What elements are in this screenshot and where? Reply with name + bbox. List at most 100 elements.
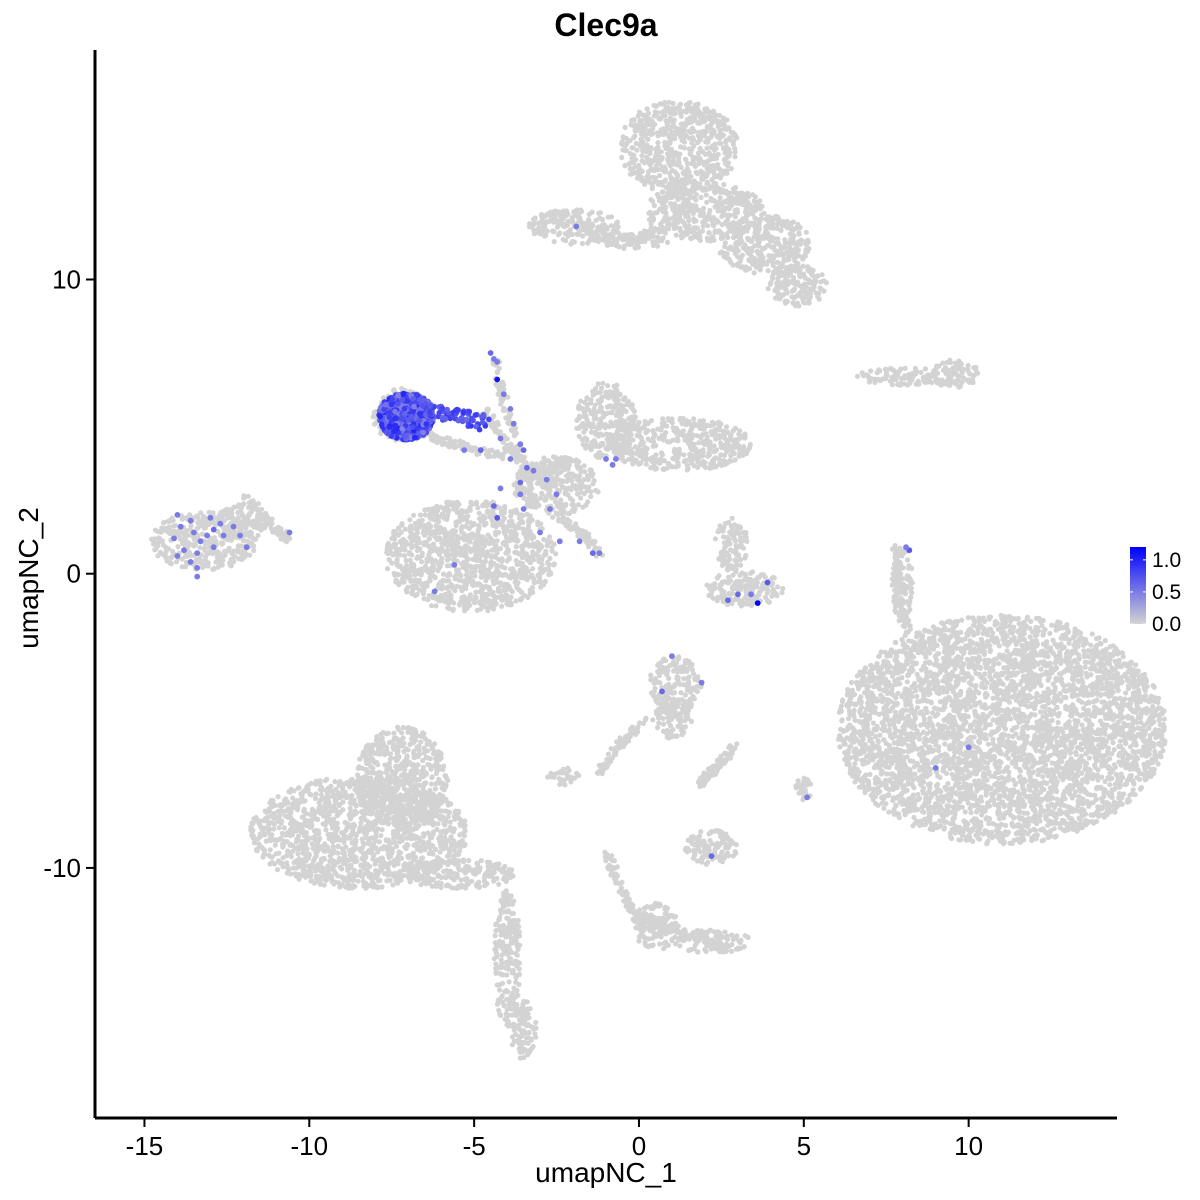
- cell-point: [1063, 635, 1069, 641]
- cell-point: [1041, 749, 1047, 755]
- cell-point: [976, 778, 982, 784]
- cell-point: [1124, 760, 1130, 766]
- cell-point: [1016, 719, 1022, 725]
- cell-point: [868, 736, 874, 742]
- background-cells: [149, 99, 1168, 1061]
- cell-point: [940, 678, 946, 684]
- cell-point: [976, 732, 983, 738]
- cell-point: [942, 645, 948, 651]
- cell-point: [974, 807, 981, 814]
- cell-point: [1024, 616, 1030, 622]
- cell-point: [1134, 719, 1140, 725]
- cell-point: [887, 771, 893, 777]
- cell-point: [1072, 640, 1078, 646]
- cell-point: [842, 741, 848, 747]
- cell-point: [1092, 665, 1098, 671]
- cell-point: [1042, 709, 1048, 715]
- cell-point: [899, 668, 905, 674]
- cell-point: [998, 624, 1004, 630]
- cell-point: [959, 617, 965, 623]
- cell-point: [1013, 697, 1019, 703]
- cell-point: [934, 642, 940, 649]
- cell-point: [1127, 766, 1133, 772]
- cell-point: [916, 736, 923, 742]
- cell-point: [946, 627, 953, 633]
- cell-point: [1088, 727, 1094, 733]
- cell-point: [997, 759, 1003, 765]
- cell-point: [1015, 748, 1022, 755]
- cell-point: [1142, 777, 1148, 783]
- cell-point: [917, 767, 923, 773]
- cell-point: [946, 756, 952, 762]
- cell-point: [951, 754, 957, 760]
- cell-point: [1021, 751, 1027, 757]
- cell-point: [1067, 750, 1073, 756]
- cell-point: [1001, 801, 1007, 808]
- cell-point: [883, 782, 889, 789]
- cell-point: [1034, 719, 1040, 725]
- cell-point: [959, 767, 965, 773]
- cell-point: [893, 810, 899, 816]
- cell-point: [867, 696, 873, 702]
- cell-point: [1040, 641, 1046, 647]
- cell-point: [990, 695, 996, 701]
- cell-point: [1016, 735, 1022, 741]
- cell-point: [1055, 619, 1061, 625]
- cell-point: [938, 789, 944, 795]
- cell-point: [1104, 812, 1110, 818]
- cell-point: [889, 705, 895, 711]
- cell-point: [969, 826, 975, 832]
- cell-point: [965, 671, 971, 677]
- cell-point: [994, 718, 1000, 724]
- cell-point: [853, 748, 860, 754]
- cell-point: [951, 732, 957, 738]
- cell-point: [1101, 738, 1107, 744]
- cell-point: [1045, 700, 1051, 706]
- cell-point: [1048, 789, 1054, 796]
- cell-point: [965, 615, 971, 621]
- cell-point: [1047, 630, 1053, 637]
- cell-point: [914, 728, 920, 734]
- cell-point: [969, 752, 975, 758]
- cell-point: [897, 734, 903, 740]
- cell-point: [1015, 795, 1021, 801]
- cell-point: [249, 833, 255, 839]
- cell-point: [901, 783, 908, 789]
- cell-point: [1065, 762, 1071, 768]
- cell-point: [1135, 725, 1141, 731]
- cell-point: [904, 754, 910, 760]
- cell-point: [1124, 781, 1130, 787]
- cell-point: [395, 880, 401, 886]
- cell-point: [1111, 762, 1117, 768]
- cell-point: [1087, 737, 1093, 743]
- cell-point: [1031, 676, 1037, 683]
- cell-point: [983, 792, 989, 798]
- cell-point: [1055, 749, 1061, 755]
- cell-point: [1005, 667, 1011, 674]
- cell-point: [881, 794, 887, 800]
- cell-point: [1080, 733, 1086, 739]
- cell-point: [964, 656, 971, 663]
- cell-point: [1117, 706, 1123, 713]
- cell-point: [897, 681, 903, 687]
- cell-point: [1058, 754, 1064, 761]
- cell-point: [1106, 734, 1112, 740]
- cell-point: [892, 733, 899, 739]
- cell-point: [900, 798, 907, 804]
- cell-point: [853, 702, 859, 708]
- cell-point: [375, 884, 382, 890]
- cell-point: [952, 808, 958, 814]
- cell-point: [1018, 625, 1024, 631]
- cell-point: [850, 773, 856, 779]
- cell-point: [1138, 711, 1144, 717]
- cell-point: [999, 617, 1006, 623]
- cell-point: [1045, 822, 1051, 828]
- cell-point: [1001, 694, 1007, 700]
- cell-point: [1003, 716, 1010, 722]
- cell-point: [953, 683, 959, 689]
- cell-point: [1088, 642, 1094, 648]
- cell-point: [951, 815, 957, 821]
- cell-point: [985, 741, 992, 747]
- cell-point: [1009, 820, 1015, 826]
- cell-point: [962, 809, 968, 815]
